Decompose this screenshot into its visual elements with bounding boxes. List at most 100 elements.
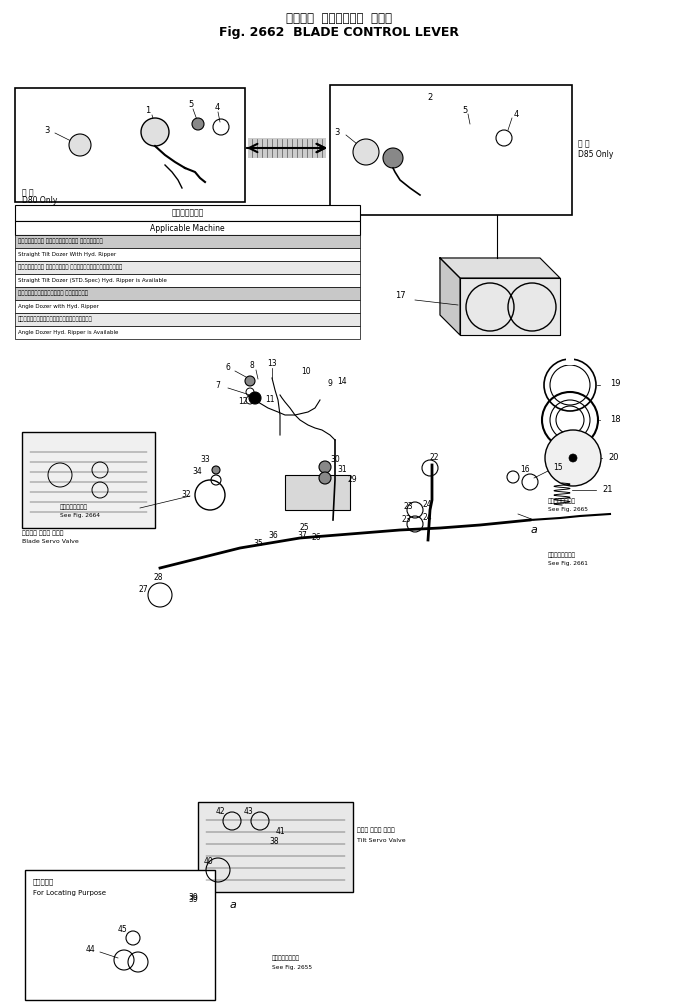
Text: 4: 4 bbox=[214, 103, 220, 112]
FancyBboxPatch shape bbox=[15, 261, 360, 274]
Text: See Fig. 2661: See Fig. 2661 bbox=[548, 561, 588, 566]
Text: Fig. 2662  BLADE CONTROL LEVER: Fig. 2662 BLADE CONTROL LEVER bbox=[219, 26, 459, 39]
Text: 33: 33 bbox=[200, 456, 210, 465]
Text: 43: 43 bbox=[243, 808, 253, 817]
Text: 39: 39 bbox=[188, 893, 198, 902]
Text: 7: 7 bbox=[216, 380, 220, 389]
Text: Angle Dozer Hyd. Ripper is Available: Angle Dozer Hyd. Ripper is Available bbox=[18, 330, 119, 335]
Text: 5: 5 bbox=[188, 100, 194, 109]
Text: アングルドーザハイドロリックリッパー装置可能車: アングルドーザハイドロリックリッパー装置可能車 bbox=[18, 317, 93, 322]
FancyBboxPatch shape bbox=[248, 138, 326, 158]
Text: 41: 41 bbox=[275, 828, 285, 837]
Text: 30: 30 bbox=[330, 456, 340, 465]
Text: 25: 25 bbox=[299, 522, 308, 531]
Text: 39: 39 bbox=[188, 895, 198, 904]
Text: 29: 29 bbox=[347, 476, 357, 485]
Text: 24: 24 bbox=[422, 513, 432, 522]
Text: 適　用　機　種: 適 用 機 種 bbox=[172, 208, 203, 217]
Text: 1: 1 bbox=[145, 106, 151, 115]
Text: 専 用: 専 用 bbox=[578, 140, 590, 149]
FancyBboxPatch shape bbox=[285, 475, 350, 510]
Text: 21: 21 bbox=[603, 486, 613, 495]
Text: ブレード  コントロール  レバー: ブレード コントロール レバー bbox=[286, 12, 392, 25]
Text: 45: 45 bbox=[117, 926, 127, 935]
Text: 26: 26 bbox=[311, 532, 321, 541]
Text: チルト サーボ バルブ: チルト サーボ バルブ bbox=[357, 827, 395, 833]
Text: 3: 3 bbox=[44, 126, 49, 135]
Circle shape bbox=[319, 472, 331, 484]
Text: 44: 44 bbox=[85, 946, 95, 955]
Text: 6: 6 bbox=[226, 362, 231, 371]
Text: 17: 17 bbox=[395, 292, 405, 301]
FancyBboxPatch shape bbox=[15, 274, 360, 287]
Text: 24: 24 bbox=[422, 500, 432, 508]
FancyBboxPatch shape bbox=[198, 802, 353, 892]
Text: 14: 14 bbox=[337, 377, 347, 386]
Text: See Fig. 2665: See Fig. 2665 bbox=[548, 507, 588, 512]
Circle shape bbox=[383, 148, 403, 168]
Polygon shape bbox=[440, 258, 460, 335]
Text: Tilt Servo Valve: Tilt Servo Valve bbox=[357, 838, 405, 842]
Text: Straight Tilt Dozer (STD.Spec) Hyd. Ripper is Available: Straight Tilt Dozer (STD.Spec) Hyd. Ripp… bbox=[18, 278, 167, 283]
Text: 40: 40 bbox=[203, 857, 213, 866]
Text: a: a bbox=[531, 525, 538, 535]
FancyBboxPatch shape bbox=[15, 326, 360, 339]
Text: 38: 38 bbox=[269, 838, 279, 846]
FancyBboxPatch shape bbox=[15, 248, 360, 261]
Text: 15: 15 bbox=[553, 464, 563, 473]
Text: D80 Only: D80 Only bbox=[22, 196, 58, 205]
Text: a: a bbox=[230, 900, 237, 910]
Text: Straight Tilt Dozer With Hyd. Ripper: Straight Tilt Dozer With Hyd. Ripper bbox=[18, 252, 116, 257]
Text: 2: 2 bbox=[427, 93, 433, 102]
Text: Blade Servo Valve: Blade Servo Valve bbox=[22, 539, 79, 544]
Circle shape bbox=[212, 466, 220, 474]
Text: 第２５６１図参照: 第２５６１図参照 bbox=[548, 552, 576, 557]
Text: 3: 3 bbox=[334, 128, 340, 137]
Text: 23: 23 bbox=[403, 502, 413, 510]
Circle shape bbox=[319, 461, 331, 473]
Text: 27: 27 bbox=[138, 585, 148, 595]
Circle shape bbox=[69, 134, 91, 156]
Text: 9: 9 bbox=[327, 379, 332, 388]
FancyBboxPatch shape bbox=[15, 205, 360, 221]
Text: 位置決め用: 位置決め用 bbox=[33, 878, 54, 884]
Text: 42: 42 bbox=[215, 808, 225, 817]
Text: 第２６６４図参照: 第２６６４図参照 bbox=[60, 504, 88, 510]
Text: アングルドーザハイドロリック リッパー装置車: アングルドーザハイドロリック リッパー装置車 bbox=[18, 291, 88, 297]
Text: 22: 22 bbox=[429, 454, 439, 463]
FancyBboxPatch shape bbox=[566, 357, 574, 365]
Text: 19: 19 bbox=[610, 379, 620, 388]
Text: 12: 12 bbox=[238, 397, 247, 406]
Text: Angle Dozer with Hyd. Ripper: Angle Dozer with Hyd. Ripper bbox=[18, 304, 99, 309]
Circle shape bbox=[245, 376, 255, 386]
Text: D85 Only: D85 Only bbox=[578, 150, 614, 159]
Text: 13: 13 bbox=[267, 358, 277, 367]
Text: 34: 34 bbox=[192, 468, 202, 477]
Text: 35: 35 bbox=[253, 538, 263, 547]
Polygon shape bbox=[460, 278, 560, 335]
Circle shape bbox=[192, 118, 204, 130]
Circle shape bbox=[141, 118, 169, 146]
FancyBboxPatch shape bbox=[15, 300, 360, 313]
FancyBboxPatch shape bbox=[22, 432, 155, 528]
Text: 16: 16 bbox=[520, 466, 530, 475]
Text: 32: 32 bbox=[181, 490, 191, 499]
Circle shape bbox=[569, 454, 577, 462]
FancyBboxPatch shape bbox=[25, 870, 215, 1000]
Text: 第２６６５図参照: 第２６６５図参照 bbox=[548, 498, 576, 504]
Text: 23: 23 bbox=[401, 515, 411, 524]
Text: 専 用: 専 用 bbox=[22, 188, 34, 197]
Text: 20: 20 bbox=[609, 454, 619, 463]
Text: See Fig. 2664: See Fig. 2664 bbox=[60, 513, 100, 518]
Text: For Locating Purpose: For Locating Purpose bbox=[33, 890, 106, 896]
FancyBboxPatch shape bbox=[330, 85, 572, 215]
Text: 5: 5 bbox=[462, 106, 468, 115]
FancyBboxPatch shape bbox=[15, 313, 360, 326]
FancyBboxPatch shape bbox=[15, 287, 360, 300]
Text: 37: 37 bbox=[297, 530, 307, 539]
Text: 8: 8 bbox=[250, 361, 254, 370]
FancyBboxPatch shape bbox=[15, 88, 245, 202]
Text: 18: 18 bbox=[610, 415, 620, 425]
Text: 4: 4 bbox=[513, 110, 519, 119]
Circle shape bbox=[249, 392, 261, 404]
